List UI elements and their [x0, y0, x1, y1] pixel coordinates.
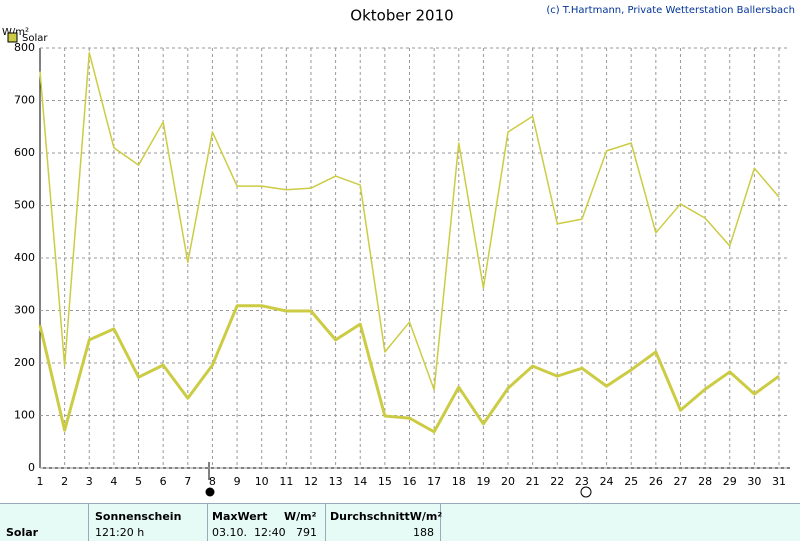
x-tick-label: 21: [526, 475, 540, 488]
x-tick-label: 31: [772, 475, 786, 488]
summary-panel: Solar Sonnenschein 121:20 h MaxWert W/m² 03…: [0, 503, 800, 541]
legend-label: Solar: [22, 33, 48, 44]
value: 121:20 h: [95, 526, 145, 539]
value: 03.10. 12:40: [212, 526, 286, 539]
x-tick-label: 30: [747, 475, 761, 488]
credit: (c) T.Hartmann, Private Wetterstation Ba…: [546, 5, 795, 16]
y-tick-label: 200: [14, 356, 35, 369]
x-tick-label: 16: [403, 475, 417, 488]
x-tick-label: 25: [624, 475, 638, 488]
x-tick-label: 12: [304, 475, 318, 488]
x-tick-label: 27: [673, 475, 687, 488]
x-tick-label: 1: [37, 475, 44, 488]
x-tick-label: 13: [329, 475, 343, 488]
new-moon: [205, 487, 215, 497]
x-tick-label: 6: [160, 475, 167, 488]
x-tick-label: 23: [575, 475, 589, 488]
label: Sonnenschein: [95, 510, 182, 523]
series-line: [38, 304, 780, 434]
full-moon: [580, 486, 592, 498]
chart-title: Oktober 2010: [350, 7, 453, 25]
x-tick-label: 9: [234, 475, 241, 488]
label: MaxWert: [212, 510, 268, 523]
y-tick-label: 600: [14, 146, 35, 159]
cell: Solar: [0, 504, 89, 541]
series-line: [39, 51, 780, 391]
x-tick-label: 29: [723, 475, 737, 488]
row-label: Solar: [6, 526, 39, 539]
y-tick-label: 800: [14, 41, 35, 54]
x-tick-label: 19: [476, 475, 490, 488]
y-tick-label: 400: [14, 251, 35, 264]
x-tick-label: 28: [698, 475, 712, 488]
chart: Oktober 2010 (c) T.Hartmann, Private Wet…: [2, 5, 795, 498]
cell: Sonnenschein 121:20 h: [89, 504, 208, 541]
x-tick-label: 10: [255, 475, 269, 488]
legend-swatch: [7, 32, 18, 43]
value: 188: [413, 526, 434, 539]
cell: DurchschnittW/m² 188: [326, 504, 443, 541]
x-tick-label: 22: [550, 475, 564, 488]
x-tick-label: 18: [452, 475, 466, 488]
label: DurchschnittW/m²: [330, 510, 443, 523]
x-tick-label: 8: [209, 475, 216, 488]
unit: W/m²: [284, 510, 317, 523]
y-tick-label: 700: [14, 94, 35, 107]
x-tick-label: 11: [279, 475, 293, 488]
x-tick-label: 20: [501, 475, 515, 488]
x-tick-label: 7: [184, 475, 191, 488]
y-tick-label: 500: [14, 199, 35, 212]
x-tick-label: 5: [135, 475, 142, 488]
x-tick-label: 14: [353, 475, 367, 488]
x-tick-label: 24: [600, 475, 614, 488]
y-tick-label: 300: [14, 304, 35, 317]
x-tick-label: 4: [110, 475, 117, 488]
x-tick-label: 17: [427, 475, 441, 488]
cell: MaxWert W/m² 03.10. 12:40 791: [208, 504, 326, 541]
x-tick-label: 26: [649, 475, 663, 488]
x-tick-label: 2: [61, 475, 68, 488]
x-tick-label: 3: [86, 475, 93, 488]
value: 791: [296, 526, 317, 539]
x-tick-label: 15: [378, 475, 392, 488]
y-tick-label: 100: [14, 409, 35, 422]
y-tick-label: 0: [28, 461, 35, 474]
